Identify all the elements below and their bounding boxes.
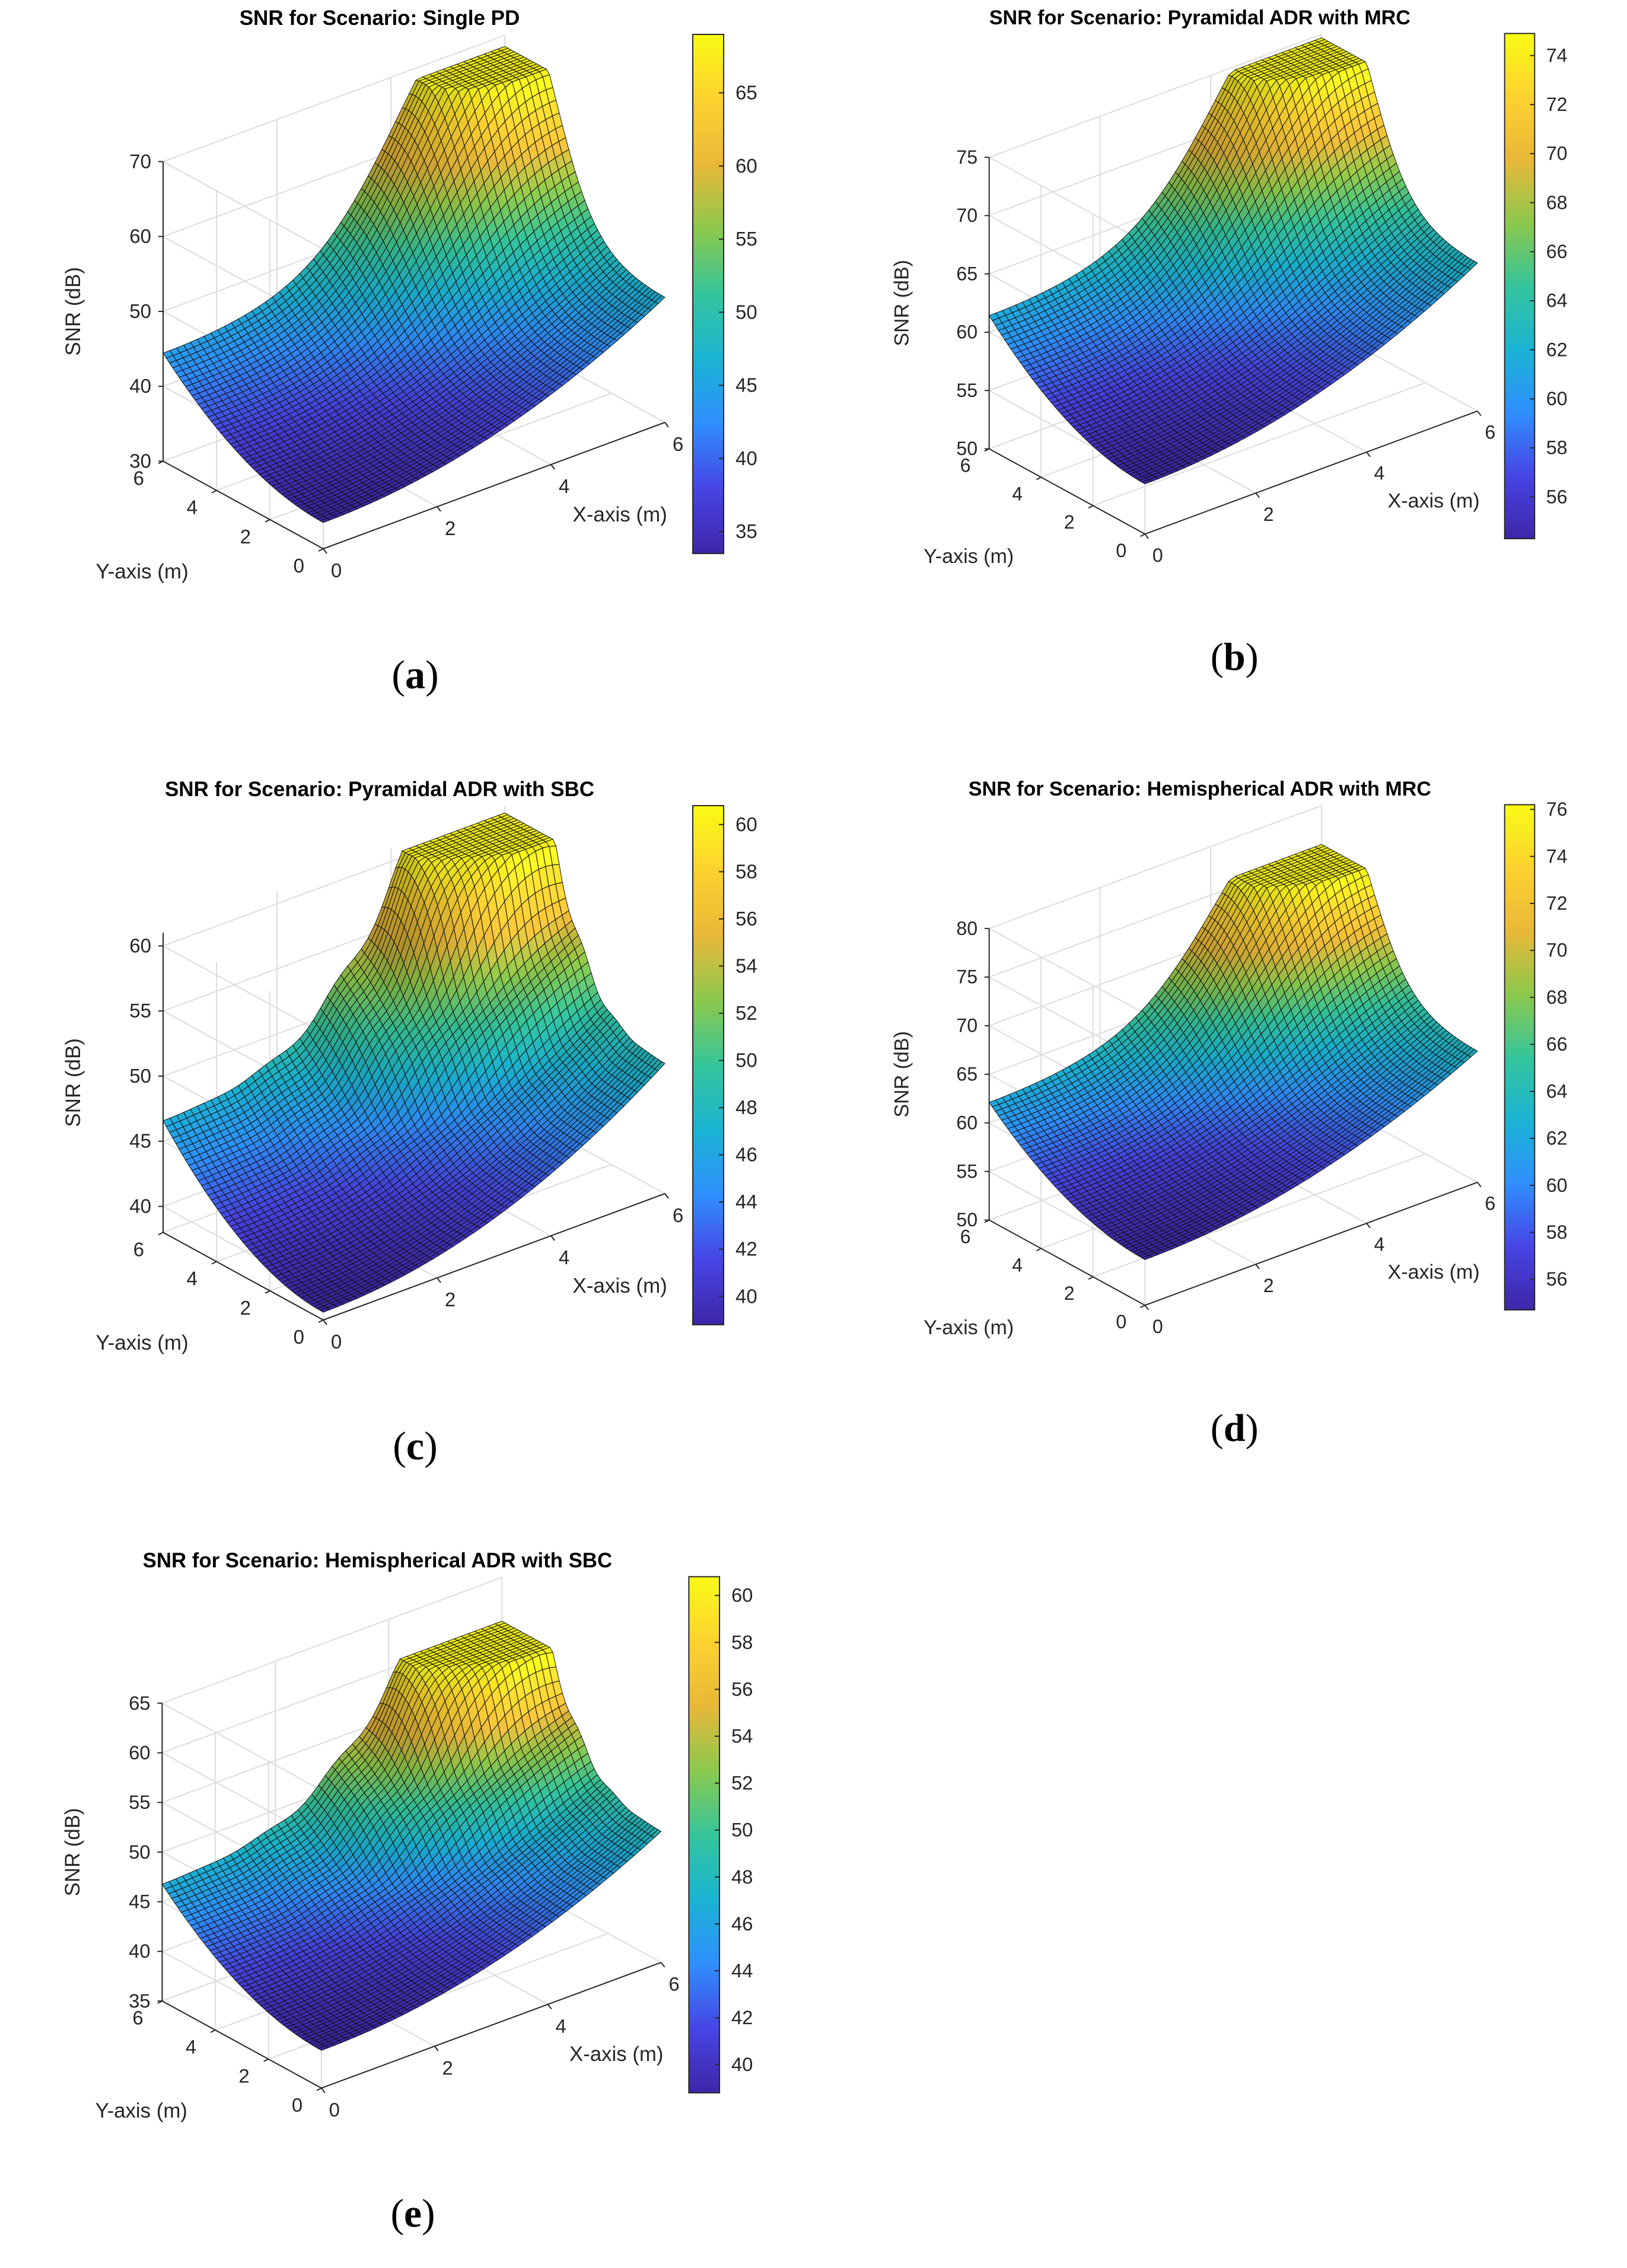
y-tick-label: 2 xyxy=(240,526,251,548)
x-tick xyxy=(437,506,441,512)
y-tick xyxy=(1140,533,1145,537)
x-tick xyxy=(664,422,669,428)
x-tick-label: 6 xyxy=(673,433,683,455)
surface-a xyxy=(163,46,666,523)
y-tick xyxy=(265,519,270,523)
x-tick xyxy=(550,464,555,470)
chart-title: SNR for Scenario: Single PD xyxy=(240,7,520,30)
y-tick-label: 6 xyxy=(960,454,971,476)
colorbar-gradient xyxy=(692,34,724,554)
y-tick-label: 2 xyxy=(1064,511,1075,533)
colorbar-tick-label: 65 xyxy=(736,82,757,104)
x-tick-label: 0 xyxy=(331,559,342,581)
colorbar-tick-label: 35 xyxy=(736,520,757,542)
x-tick-label: 4 xyxy=(1374,463,1385,484)
x-axis-line xyxy=(323,422,666,549)
x-tick xyxy=(1477,411,1482,416)
x-tick xyxy=(1366,451,1371,457)
z-tick-label: 30 xyxy=(129,450,151,472)
panel-caption: (a) xyxy=(391,652,438,697)
x-tick-label: 4 xyxy=(559,475,569,497)
x-axis-line xyxy=(1145,410,1478,535)
y-tick-label: 0 xyxy=(1116,540,1126,561)
y-axis-line xyxy=(163,460,324,549)
x-tick xyxy=(1255,492,1260,498)
z-tick-label: 75 xyxy=(956,147,978,168)
y-tick-label: 4 xyxy=(187,497,198,519)
y-tick xyxy=(1088,505,1094,509)
z-tick-label: 50 xyxy=(956,438,978,459)
colorbar-tick-label: 40 xyxy=(736,447,757,469)
z-tick-label: 65 xyxy=(956,263,978,284)
surface-cell xyxy=(319,517,331,523)
y-tick xyxy=(211,489,217,494)
y-tick-label: 0 xyxy=(294,555,304,577)
y-tick-label: 6 xyxy=(133,467,144,489)
x-tick-label: 6 xyxy=(1485,422,1495,443)
z-tick-label: 55 xyxy=(956,380,978,401)
subplot-b: 0 2 4 6 0 2 4 6 50 55 60 65 70 75 X-axis (m) Y-axis (m)… xyxy=(830,0,1627,730)
y-tick-label: 4 xyxy=(1012,483,1023,504)
colorbar-tick-label: 45 xyxy=(736,374,757,396)
y-axis-label: Y-axis (m) xyxy=(924,545,1014,568)
y-axis-label: Y-axis (m) xyxy=(95,560,188,583)
x-axis-label: X-axis (m) xyxy=(1388,489,1480,512)
x-tick xyxy=(323,548,327,554)
colorbar-tick-label: 55 xyxy=(736,228,757,250)
colorbar-tick-label: 60 xyxy=(736,155,757,177)
x-tick-label: 2 xyxy=(1263,504,1274,525)
x-tick-label: 0 xyxy=(1152,545,1163,566)
z-tick-label: 40 xyxy=(129,375,151,397)
x-axis-label: X-axis (m) xyxy=(572,503,667,526)
panel-caption-letter: a xyxy=(405,652,425,697)
z-axis-label: SNR (dB) xyxy=(62,267,85,356)
y-tick xyxy=(1036,476,1042,481)
z-tick-label: 70 xyxy=(956,205,978,226)
z-tick-label: 70 xyxy=(129,150,151,172)
x-tick-label: 2 xyxy=(445,517,456,539)
gridline-floor-y xyxy=(1093,382,1426,507)
z-tick-label: 60 xyxy=(956,322,978,343)
colorbar-tick-label: 50 xyxy=(736,301,757,323)
z-axis-label: SNR (dB) xyxy=(890,260,913,346)
x-tick xyxy=(1144,533,1150,539)
surface-b xyxy=(988,37,1478,485)
y-tick xyxy=(318,548,324,552)
y-axis-line xyxy=(989,448,1145,535)
z-tick-label: 50 xyxy=(129,300,151,322)
z-tick-label: 60 xyxy=(129,225,151,247)
subplot-a: 0 2 4 6 0 2 4 6 30 40 50 60 70 X-axis (m) Y-axis (m) SN… xyxy=(0,0,819,730)
colorbar-a: 35 40 45 50 55 60 65 xyxy=(692,34,757,554)
